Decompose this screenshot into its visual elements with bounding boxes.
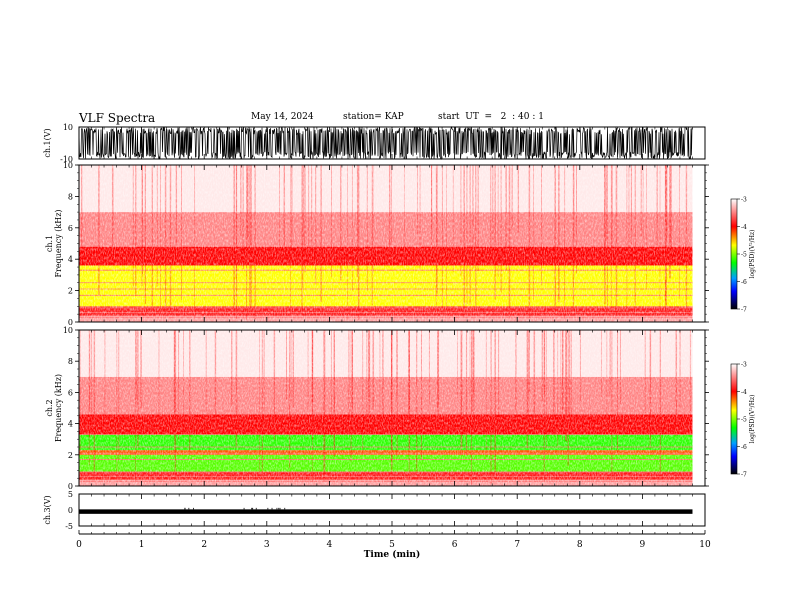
ch1-waveform-trace: [78, 126, 693, 161]
time-axis-tick-label: 2: [201, 540, 207, 550]
time-axis-tick-label: 10: [699, 540, 711, 550]
time-axis-tick-label: 9: [640, 540, 646, 550]
ch1-spectrogram-colorbar-tick-label: -6: [741, 279, 747, 286]
ch1-y-label-line: ch.1(V): [43, 128, 52, 157]
ch2-spectrogram-texture: [79, 330, 693, 486]
ch1-waveform-panel: 10 -10 ch.1(V): [43, 123, 706, 164]
ch2-spectrogram-colorbar-tick-label: -6: [741, 444, 747, 451]
ch3-waveform-panel: 5 0 -5 ch.3(V): [43, 490, 706, 531]
y-tick-label: 10: [63, 161, 73, 170]
time-axis-tick-label: 1: [139, 540, 145, 550]
ch3-y-tick-label: 0: [68, 506, 73, 515]
ch1-y-label: ch.1(V): [43, 128, 52, 157]
time-axis: 0 1 2 3 4 5 6 7 8 9 10 Time (min): [76, 530, 711, 560]
ch2-spectrogram-y-label: ch.2Frequency (kHz): [45, 374, 63, 442]
time-axis-tick-label: 6: [452, 540, 458, 550]
ch3-y-tick-label: 5: [68, 490, 73, 499]
ch2-spectrogram-colorbar-tick-label: -3: [741, 362, 747, 369]
ch1-y-tick-label: 10: [63, 123, 73, 132]
ch1-spectrogram-colorbar-tick-label: -5: [741, 252, 747, 259]
y-tick-label: 2: [68, 451, 73, 460]
ch3-y-tick-label: -5: [65, 522, 73, 531]
y-tick-label: 6: [68, 224, 73, 233]
ch3-y-label: ch.3(V): [43, 495, 52, 524]
time-axis-tick-label: 3: [264, 540, 270, 550]
ch1-spectrogram-panel: 0 2 4 6 8 10 ch.1Frequency (kHz) -3 -4 -5 -6 -7 log(…: [45, 161, 756, 327]
ch1-spectrogram-colorbar: [730, 198, 738, 310]
time-axis-tick-label: 0: [76, 540, 82, 550]
ch1-y-tick-label: -10: [60, 155, 73, 164]
ch2-spectrogram-colorbar-tick-label: -5: [741, 417, 747, 424]
header-station: station= KAP: [343, 112, 404, 122]
y-tick-label: 6: [68, 388, 73, 397]
ch1-spectrogram-y-label: ch.1Frequency (kHz): [45, 209, 63, 277]
ch1-spectrogram-colorbar-tick-label: -7: [741, 307, 747, 314]
ch1-spectrogram-colorbar-label: log(PSD)(V²/Hz): [749, 230, 756, 279]
time-axis-tick-label: 7: [514, 540, 520, 550]
y-tick-label: 8: [68, 192, 73, 201]
y-tick-label: 2: [68, 287, 73, 296]
ch1-spectrogram-texture: [79, 165, 693, 322]
header-start-time: start UT = 2 : 40 : 1: [438, 112, 544, 122]
y-tick-label: 8: [68, 357, 73, 366]
ch3-y-label-line: ch.3(V): [43, 495, 52, 524]
time-axis-tick-label: 4: [327, 540, 333, 550]
header-title: VLF Spectra: [79, 111, 156, 125]
y-tick-label: 0: [68, 318, 73, 327]
ch1-spectrogram-colorbar-tick-label: -4: [741, 224, 747, 231]
ch2-spectrogram-colorbar-tick-label: -7: [741, 472, 747, 479]
ch3-waveform-trace: [79, 509, 693, 514]
ch1-spectrogram-colorbar-tick-label: -3: [741, 197, 747, 204]
header-date: May 14, 2024: [251, 112, 314, 122]
ch2-spectrogram-y-label-line: ch.2: [45, 399, 54, 416]
ch1-spectrogram-y-label-line: ch.1: [45, 235, 54, 252]
ch1-spectrogram-y-label-line: Frequency (kHz): [54, 209, 63, 277]
ch2-spectrogram-y-label-line: Frequency (kHz): [54, 374, 63, 442]
ch2-spectrogram-colorbar: [730, 363, 738, 475]
y-tick-label: 10: [63, 326, 73, 335]
ch2-spectrogram-panel: 0 2 4 6 8 10 ch.2Frequency (kHz) -3 -4 -5 -6 -7 log(…: [45, 326, 756, 491]
ch2-spectrogram-colorbar-label: log(PSD)(V²/Hz): [749, 395, 756, 444]
ch2-spectrogram-colorbar-tick-label: -4: [741, 389, 747, 396]
y-tick-label: 4: [68, 420, 73, 429]
time-axis-tick-label: 5: [389, 540, 395, 550]
time-axis-label: Time (min): [364, 549, 421, 560]
time-axis-tick-label: 8: [577, 540, 583, 550]
y-tick-label: 4: [68, 255, 73, 264]
y-tick-label: 0: [68, 482, 73, 491]
